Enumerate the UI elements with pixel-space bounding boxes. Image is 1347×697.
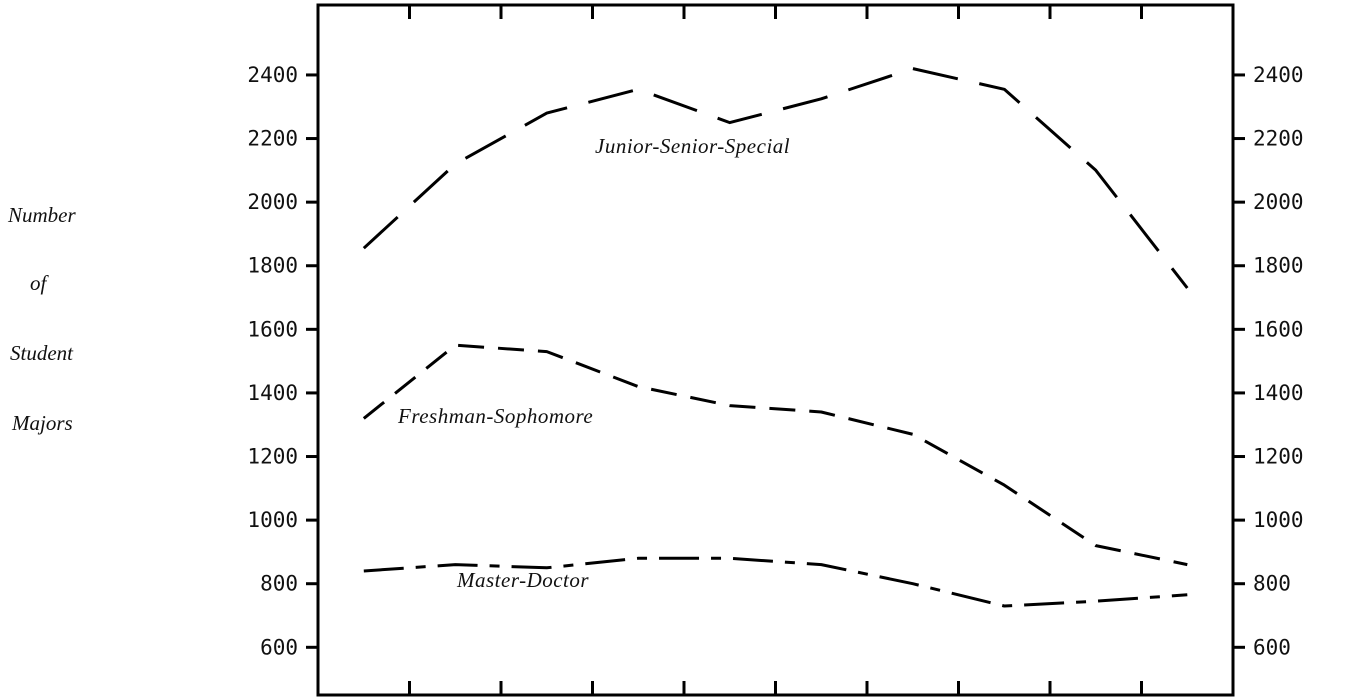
left-y-tick-label: 1000 bbox=[247, 508, 298, 532]
left-y-tick-label: 2000 bbox=[247, 190, 298, 214]
right-y-tick-label: 2200 bbox=[1253, 127, 1304, 151]
left-y-tick-label: 2400 bbox=[247, 63, 298, 87]
left-y-tick-label: 1800 bbox=[247, 254, 298, 278]
right-axis-ticks bbox=[1233, 73, 1245, 649]
left-y-tick-label: 1400 bbox=[247, 381, 298, 405]
right-y-tick-label: 1800 bbox=[1253, 254, 1304, 278]
series-label: Junior-Senior-Special bbox=[595, 134, 790, 158]
left-axis-ticks bbox=[306, 73, 318, 649]
x-axis-ticks bbox=[408, 5, 1143, 695]
series-line-freshman-sophomore bbox=[362, 343, 1188, 567]
right-y-tick-label: 1600 bbox=[1253, 317, 1304, 341]
right-axis-tick-labels: 600 800 1000 1200 1400 1600 1800 2000 2200 2400 bbox=[1253, 63, 1304, 659]
y-axis-label-line: Student bbox=[10, 341, 74, 365]
y-axis-label-line: Number bbox=[7, 203, 76, 227]
y-axis-label: Number of Student Majors bbox=[7, 203, 76, 435]
series-lines bbox=[362, 67, 1189, 608]
left-y-tick-label: 1200 bbox=[247, 445, 298, 469]
left-y-tick-label: 600 bbox=[260, 635, 298, 659]
right-y-tick-label: 2400 bbox=[1253, 63, 1304, 87]
left-y-tick-label: 800 bbox=[260, 572, 298, 596]
right-y-tick-label: 1400 bbox=[1253, 381, 1304, 405]
y-axis-label-line: Majors bbox=[11, 411, 73, 435]
left-y-tick-label: 2200 bbox=[247, 127, 298, 151]
right-y-tick-label: 800 bbox=[1253, 572, 1291, 596]
left-y-tick-label: 1600 bbox=[247, 317, 298, 341]
right-y-tick-label: 1000 bbox=[1253, 508, 1304, 532]
right-y-tick-label: 600 bbox=[1253, 635, 1291, 659]
series-label: Freshman-Sophomore bbox=[397, 404, 593, 428]
right-y-tick-label: 1200 bbox=[1253, 445, 1304, 469]
right-y-tick-label: 2000 bbox=[1253, 190, 1304, 214]
series-label: Master-Doctor bbox=[456, 568, 589, 592]
series-line-master-doctor bbox=[363, 556, 1188, 608]
left-axis-tick-labels: 600 800 1000 1200 1400 1600 1800 2000 2200 2400 bbox=[247, 63, 298, 659]
series-line-junior-senior-special bbox=[362, 67, 1189, 289]
plot-frame bbox=[316, 3, 1235, 697]
series-labels: Junior-Senior-Special Freshman-Sophomore M… bbox=[397, 134, 790, 592]
y-axis-label-line: of bbox=[30, 271, 50, 295]
